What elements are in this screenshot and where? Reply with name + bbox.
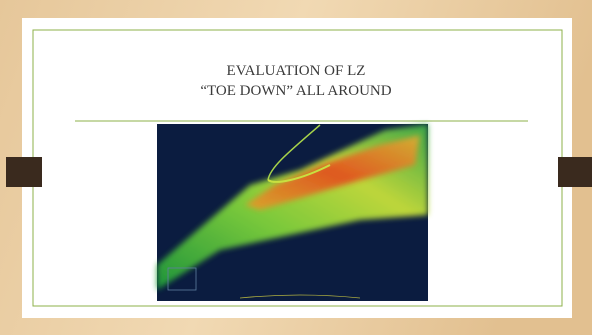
oct-image [157,124,428,301]
left-tab [6,157,42,187]
title-line-1: EVALUATION OF LZ [227,63,366,79]
title-line-2: “TOE DOWN” ALL AROUND [200,83,391,99]
page: {"slide": {"title": ["EVALUATION OF LZ",… [0,0,592,335]
right-tab [558,157,592,187]
slide-view: EVALUATION OF LZ “TOE DOWN” ALL AROUND [0,0,592,335]
